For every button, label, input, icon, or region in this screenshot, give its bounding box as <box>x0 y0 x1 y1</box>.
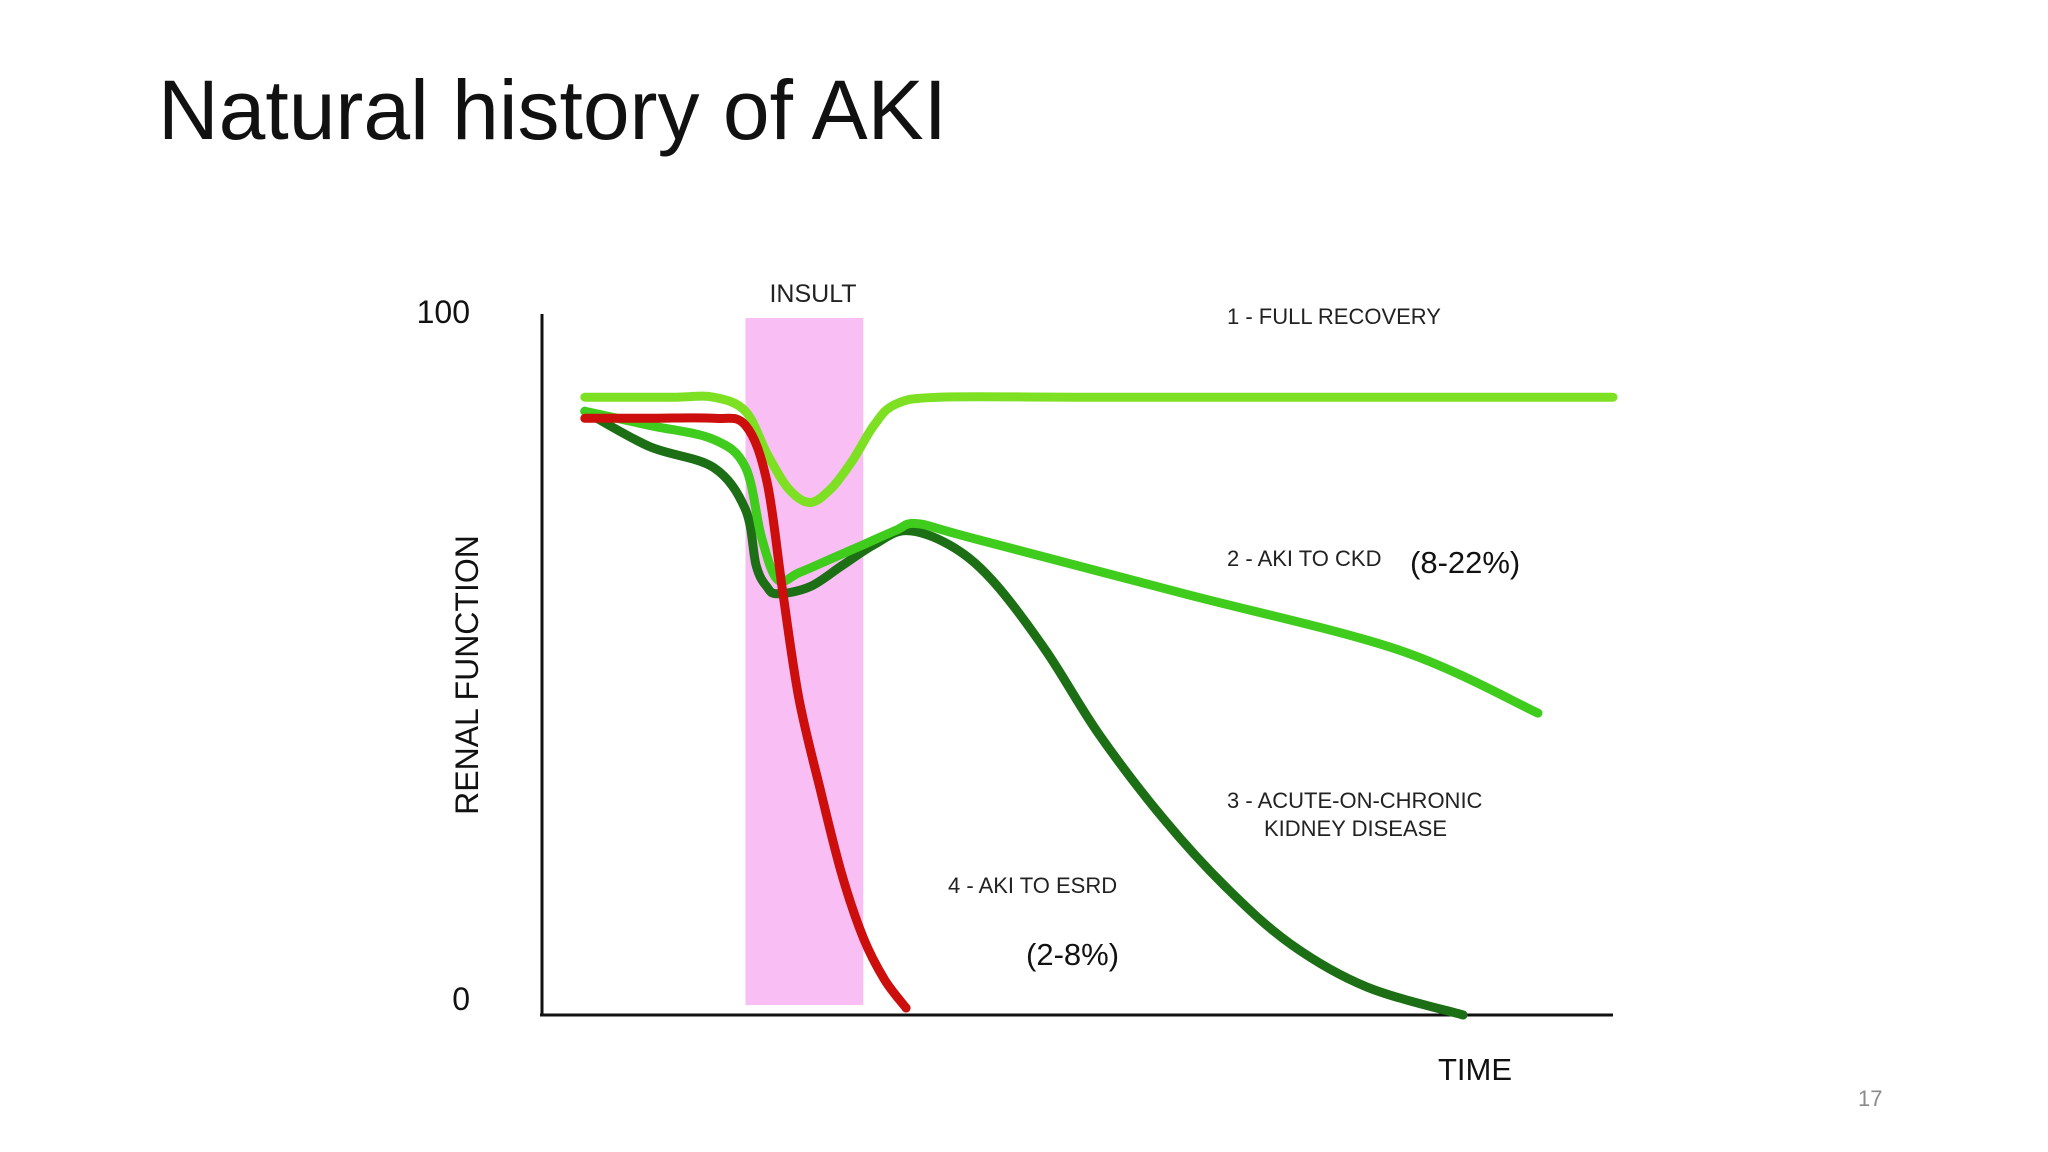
series-label-3-line-2: KIDNEY DISEASE <box>1264 816 1447 841</box>
page-number: 17 <box>1858 1086 1883 1111</box>
y-tick-max: 100 <box>417 294 470 330</box>
slide-title: Natural history of AKI <box>158 63 948 157</box>
series-line-4 <box>580 413 911 1013</box>
y-axis-label: RENAL FUNCTION <box>449 535 485 815</box>
insult-label: INSULT <box>769 280 856 308</box>
x-axis-label: TIME <box>1438 1052 1512 1087</box>
series-label-2: 2 - AKI TO CKD <box>1227 546 1381 571</box>
y-tick-min: 0 <box>452 981 470 1017</box>
series-label-4: 4 - AKI TO ESRD <box>948 873 1117 898</box>
series-label-1: 1 - FULL RECOVERY <box>1227 304 1441 329</box>
series-line-3 <box>580 406 1468 1020</box>
series-annotation-2: (8-22%) <box>1410 545 1520 580</box>
series-line-1 <box>580 391 1618 507</box>
series-line-2 <box>580 406 1543 718</box>
series-label-3: 3 - ACUTE-ON-CHRONIC <box>1227 788 1483 813</box>
series-annotation-4: (2-8%) <box>1026 937 1119 972</box>
